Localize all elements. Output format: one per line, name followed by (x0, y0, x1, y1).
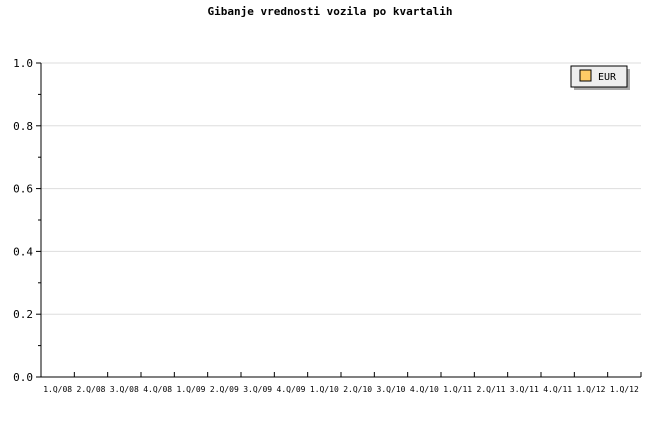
x-tick-label: 1.Q/11 (443, 385, 472, 394)
x-tick-label: 2.Q/10 (343, 385, 372, 394)
y-tick-label: 0.0 (13, 371, 33, 384)
y-tick-label: 0.6 (13, 183, 33, 196)
x-tick-label: 1.Q/12 (610, 385, 639, 394)
y-tick-label: 0.8 (13, 120, 33, 133)
legend: EUR (570, 65, 630, 90)
x-tick-label: 1.Q/10 (310, 385, 339, 394)
x-tick-label: 2.Q/11 (477, 385, 506, 394)
x-tick-label: 2.Q/09 (210, 385, 239, 394)
x-tick-label: 4.Q/11 (543, 385, 572, 394)
legend-label-eur: EUR (598, 72, 617, 83)
x-tick-label: 1.Q/09 (177, 385, 206, 394)
x-tick-label: 3.Q/10 (377, 385, 406, 394)
x-tick-label: 4.Q/08 (143, 385, 172, 394)
x-tick-label: 4.Q/10 (410, 385, 439, 394)
x-tick-label: 1.Q/12 (577, 385, 606, 394)
x-tick-label: 3.Q/08 (110, 385, 139, 394)
x-tick-label: 4.Q/09 (277, 385, 306, 394)
chart-title: Gibanje vrednosti vozila po kvartalih (207, 5, 452, 18)
y-tick-label: 0.2 (13, 308, 33, 321)
y-tick-label: 0.4 (13, 245, 33, 258)
x-tick-label: 3.Q/09 (243, 385, 272, 394)
x-tick-label: 3.Q/11 (510, 385, 539, 394)
x-tick-label: 2.Q/08 (77, 385, 106, 394)
y-tick-label: 1.0 (13, 57, 33, 70)
legend-swatch-eur (579, 69, 592, 82)
x-tick-label: 1.Q/08 (43, 385, 72, 394)
